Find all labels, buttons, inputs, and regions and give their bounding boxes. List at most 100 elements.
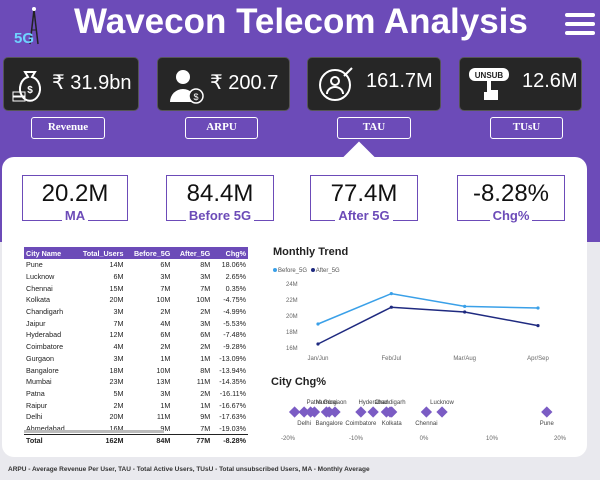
- x-tick-label: 20%: [554, 436, 567, 442]
- table-cell: 9M: [200, 412, 211, 422]
- total-cell: 84M: [125, 433, 173, 446]
- tab-tau[interactable]: TAU: [337, 117, 411, 139]
- table-cell: 6M: [160, 330, 171, 340]
- table-cell: 3M: [113, 307, 124, 317]
- table-row[interactable]: Raipur 2M 1M 1M -16.67%: [24, 399, 248, 411]
- data-point: [316, 322, 320, 326]
- table-cell: 1M: [160, 353, 171, 363]
- table-cell: -9.28%: [223, 342, 246, 352]
- unsubscribe-hand-icon: UNSUB: [469, 68, 509, 100]
- point-label: Lucknow: [430, 400, 454, 406]
- city-point-hyderabad: [367, 406, 379, 418]
- table-cell: 11M: [156, 412, 171, 422]
- x-tick-label: 10%: [486, 436, 499, 442]
- column-header[interactable]: Chg%: [212, 247, 248, 259]
- point-label: Coimbatore: [345, 421, 377, 427]
- table-cell: 7M: [200, 283, 211, 293]
- table-cell: 1M: [160, 400, 171, 410]
- svg-text:$: $: [27, 85, 33, 96]
- point-label: Bangalore: [316, 421, 344, 427]
- data-point: [463, 310, 467, 314]
- table-cell: 10M: [156, 295, 171, 305]
- y-tick-label: 18M: [286, 330, 298, 336]
- table-row[interactable]: Delhi 20M 11M 9M -17.63%: [24, 411, 248, 423]
- kpi-tau[interactable]: 161.7M: [307, 57, 441, 111]
- x-tick-label: Apr/Sep: [527, 356, 549, 362]
- table-row[interactable]: Mumbai 23M 13M 11M -14.35%: [24, 376, 248, 388]
- table-cell: 20M: [109, 412, 124, 422]
- kpi-tusu[interactable]: UNSUB 12.6M: [459, 57, 582, 111]
- x-tick-label: Mar/Aug: [453, 356, 476, 362]
- table-cell: 3M: [160, 388, 171, 398]
- table-row[interactable]: Kolkata 20M 10M 10M -4.75%: [24, 294, 248, 306]
- footer-note: ARPU - Average Revenue Per User, TAU - T…: [8, 466, 370, 473]
- column-header[interactable]: City Name: [24, 247, 74, 259]
- total-cell: Total: [24, 433, 74, 446]
- tab-tusu[interactable]: TUsU: [490, 117, 563, 139]
- y-tick-label: 20M: [286, 314, 298, 320]
- table-cell: 23M: [109, 377, 124, 387]
- table-row[interactable]: Coimbatore 4M 2M 2M -9.28%: [24, 341, 248, 353]
- column-header[interactable]: Total_Users: [73, 247, 126, 259]
- point-label: Chennai: [415, 421, 437, 427]
- table-row[interactable]: Ahmedabad 16M 9M 7M -19.03%: [24, 423, 248, 435]
- hamburger-menu-icon[interactable]: [565, 13, 595, 37]
- x-tick-label: Feb/Jul: [381, 356, 401, 362]
- city-point-mumbai: [320, 406, 333, 418]
- table-row[interactable]: Bangalore 18M 10M 8M -13.94%: [24, 364, 248, 376]
- tab-arpu[interactable]: ARPU: [185, 117, 258, 139]
- kpi-value: ₹ 200.7: [210, 72, 279, 94]
- table-row[interactable]: Gurgaon 3M 1M 1M -13.09%: [24, 353, 248, 365]
- table-cell: -16.67%: [219, 400, 246, 410]
- table-cell: 8M: [200, 260, 211, 270]
- table-cell: 6M: [160, 260, 171, 270]
- table-cell: 18.06%: [221, 260, 246, 270]
- kpi-value: 12.6M: [522, 70, 578, 92]
- total-cell: 162M: [73, 433, 126, 446]
- table-cell: -13.09%: [219, 353, 246, 363]
- table-cell: 1M: [200, 400, 211, 410]
- kpi-value: ₹ 31.9bn: [52, 72, 132, 94]
- table-cell: 0.35%: [225, 283, 246, 293]
- table-cell: 2M: [200, 388, 211, 398]
- series-line-Before_5G: [317, 292, 539, 325]
- table-row[interactable]: Hyderabad 12M 6M 6M -7.48%: [24, 329, 248, 341]
- column-header[interactable]: Before_5G: [125, 247, 173, 259]
- logo-text: 5G: [14, 30, 35, 47]
- table-total-row: Total 162M 84M 77M -8.28%: [24, 433, 248, 446]
- city-point-coimbatore: [355, 406, 367, 418]
- table-cell: Jaipur: [26, 318, 46, 328]
- table-cell: -5.53%: [223, 318, 246, 328]
- table-scrollbar[interactable]: [24, 430, 164, 433]
- table-row[interactable]: Pune 14M 6M 8M 18.06%: [24, 259, 248, 271]
- total-cell: -8.28%: [212, 433, 248, 446]
- card-before-5g: 84.4M Before 5G: [166, 175, 274, 223]
- table-cell: Kolkata: [26, 295, 50, 305]
- table-row[interactable]: Lucknow 6M 3M 3M 2.65%: [24, 271, 248, 283]
- table-row[interactable]: Patna 5M 3M 2M -16.11%: [24, 388, 248, 400]
- table-row[interactable]: Jaipur 7M 4M 3M -5.53%: [24, 317, 248, 329]
- page-title: Wavecon Telecom Analysis: [74, 2, 528, 41]
- tab-revenue[interactable]: Revenue: [31, 117, 105, 139]
- data-point: [389, 292, 393, 296]
- table-cell: 3M: [113, 353, 124, 363]
- city-point-ahmedabad: [288, 406, 301, 418]
- table-row[interactable]: Chandigarh 3M 2M 2M -4.99%: [24, 306, 248, 318]
- table-cell: Hyderabad: [26, 330, 62, 340]
- kpi-arpu[interactable]: $ ₹ 200.7: [157, 57, 290, 111]
- table-row[interactable]: Chennai 15M 7M 7M 0.35%: [24, 282, 248, 294]
- monthly-trend-title: Monthly Trend: [273, 246, 349, 258]
- table-cell: Coimbatore: [26, 342, 64, 352]
- column-header[interactable]: After_5G: [172, 247, 213, 259]
- money-icon: $: [12, 71, 41, 102]
- kpi-revenue[interactable]: $ ₹ 31.9bn: [3, 57, 139, 111]
- table-cell: 12M: [109, 330, 124, 340]
- point-label: Mumbai: [316, 400, 337, 406]
- monthly-trend-chart: 24M 22M 20M 18M 16M Jan/Jun Feb/Jul Mar/Aug Apr/…: [286, 282, 549, 362]
- table-cell: 14M: [109, 260, 124, 270]
- point-label: Pune: [540, 421, 555, 427]
- table-cell: Delhi: [26, 412, 43, 422]
- kpi-value: 161.7M: [366, 70, 433, 92]
- table-cell: 1M: [200, 353, 211, 363]
